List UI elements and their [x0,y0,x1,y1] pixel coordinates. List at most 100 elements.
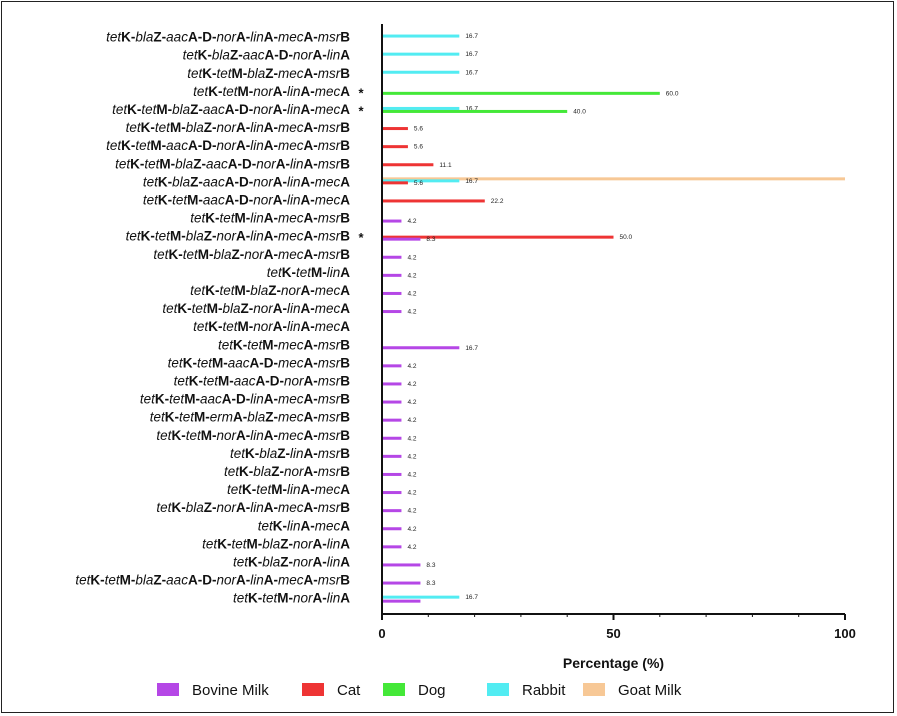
data-label: 4.2 [407,453,416,460]
bar [382,291,402,295]
data-label: 4.2 [407,254,416,261]
bar [382,255,402,259]
bar [382,273,402,277]
category-label: tetK-tetM-blaZ-norA-linA-mecA [162,301,350,316]
data-label: 4.2 [407,544,416,551]
data-label: 4.2 [407,490,416,497]
data-label: 4.2 [407,218,416,225]
legend-swatch [583,683,605,696]
data-label: 4.2 [407,435,416,442]
category-label: tetK-blaZ-norA-linA [233,554,350,569]
category-label: tetK-blaZ-aacA-D-norA-linA-mecA [143,174,350,189]
category-label: tetK-blaZ-norA-msrB [224,464,350,479]
data-label: 60.0 [666,90,679,97]
x-axis: 0 50 100 Percentage (%) [378,24,856,671]
category-label: tetK-tetM-linA [267,265,351,280]
bar [382,595,460,599]
category-label: tetK-tetM-norA-linA-mecA [193,319,350,334]
data-label: 16.7 [465,33,478,40]
category-label: tetK-tetM-norA-linA-mecA-msrB [156,428,350,443]
bar [382,527,402,531]
x-tick-label: 100 [834,626,856,641]
category-label: tetK-tetM-blaZ-norA-mecA [190,283,350,298]
legend-item: Bovine Milk [157,682,269,699]
bar [382,237,421,241]
category-label: tetK-blaZ-aacA-D-norA-linA-mecA-msrB [106,30,350,45]
legend-label: Cat [337,682,361,699]
legend-swatch [157,683,179,696]
significance-star: * [358,103,364,118]
legend-label: Dog [418,682,446,699]
bar [382,179,460,183]
bar [382,346,460,350]
bar [382,418,402,422]
bar [382,52,460,56]
bars-layer: 16.7 16.7 16.7 60.0 16.7 40.0 5.6 5.6 11.1 16.7 5.… [382,33,845,603]
legend-item: Goat Milk [583,682,682,699]
category-label: tetK-blaZ-linA-msrB [230,446,350,461]
bar [382,163,434,167]
bar [382,364,402,368]
bar [382,491,402,495]
data-label: 4.2 [407,309,416,316]
bar [382,382,402,386]
bar [382,310,402,314]
category-label: tetK-tetM-linA-mecA-msrB [190,211,350,226]
category-label: tetK-tetM-aacA-D-linA-mecA-msrB [140,392,350,407]
bar [382,177,845,181]
bar [382,109,568,113]
category-label: tetK-tetM-blaZ-norA-linA [202,536,350,551]
data-label: 16.7 [465,594,478,601]
legend-item: Cat [302,682,361,699]
bar [382,581,421,585]
category-label: tetK-linA-mecA [258,518,351,533]
data-label: 4.2 [407,471,416,478]
data-label: 4.2 [407,363,416,370]
data-label: 16.7 [465,51,478,58]
legend-swatch [383,683,405,696]
data-label: 5.6 [414,180,423,187]
data-label: 8.3 [426,580,435,587]
data-label: 40.0 [573,108,586,115]
category-label: tetK-tetM-norA-linA [233,591,350,606]
category-label: tetK-tetM-aacA-D-norA-msrB [174,373,351,388]
legend-label: Rabbit [522,682,566,699]
bar [382,436,402,440]
bar [382,599,421,603]
data-label: 4.2 [407,417,416,424]
data-label: 4.2 [407,290,416,297]
bar [382,34,460,38]
category-label: tetK-tetM-blaZ-mecA-msrB [187,66,350,81]
data-label: 5.6 [414,126,423,133]
category-label: tetK-tetM-mecA-msrB [218,337,350,352]
bar [382,472,402,476]
data-label: 16.7 [465,69,478,76]
data-label: 4.2 [407,508,416,515]
category-label: tetK-tetM-aacA-D-norA-linA-mecA [143,192,350,207]
legend-label: Bovine Milk [192,682,269,699]
category-label: tetK-tetM-aacA-D-mecA-msrB [168,355,351,370]
bar [382,127,408,131]
bar [382,563,421,567]
category-label: tetK-tetM-blaZ-aacA-D-norA-linA-mecA-msr… [75,573,350,588]
bar [382,219,402,223]
bar [382,545,402,549]
x-axis-title: Percentage (%) [563,655,664,671]
category-label: tetK-blaZ-norA-linA-mecA-msrB [156,500,350,515]
category-label: tetK-tetM-blaZ-norA-linA-mecA-msrB [126,229,351,244]
bar [382,400,402,404]
category-label: tetK-blaZ-aacA-D-norA-linA [183,48,351,63]
x-tick-label: 0 [378,626,385,641]
bar [382,199,485,203]
legend-item: Dog [383,682,446,699]
category-labels: tetK-blaZ-aacA-D-norA-linA-mecA-msrB tetK… [75,30,364,606]
category-label: tetK-tetM-blaZ-norA-linA-mecA-msrB [126,120,351,135]
significance-star: * [358,230,364,245]
category-label: tetK-tetM-aacA-D-norA-linA-mecA-msrB [106,138,350,153]
legend-item: Rabbit [487,682,566,699]
category-label: tetK-tetM-blaZ-norA-mecA-msrB [153,247,350,262]
bar [382,145,408,149]
data-label: 4.2 [407,381,416,388]
